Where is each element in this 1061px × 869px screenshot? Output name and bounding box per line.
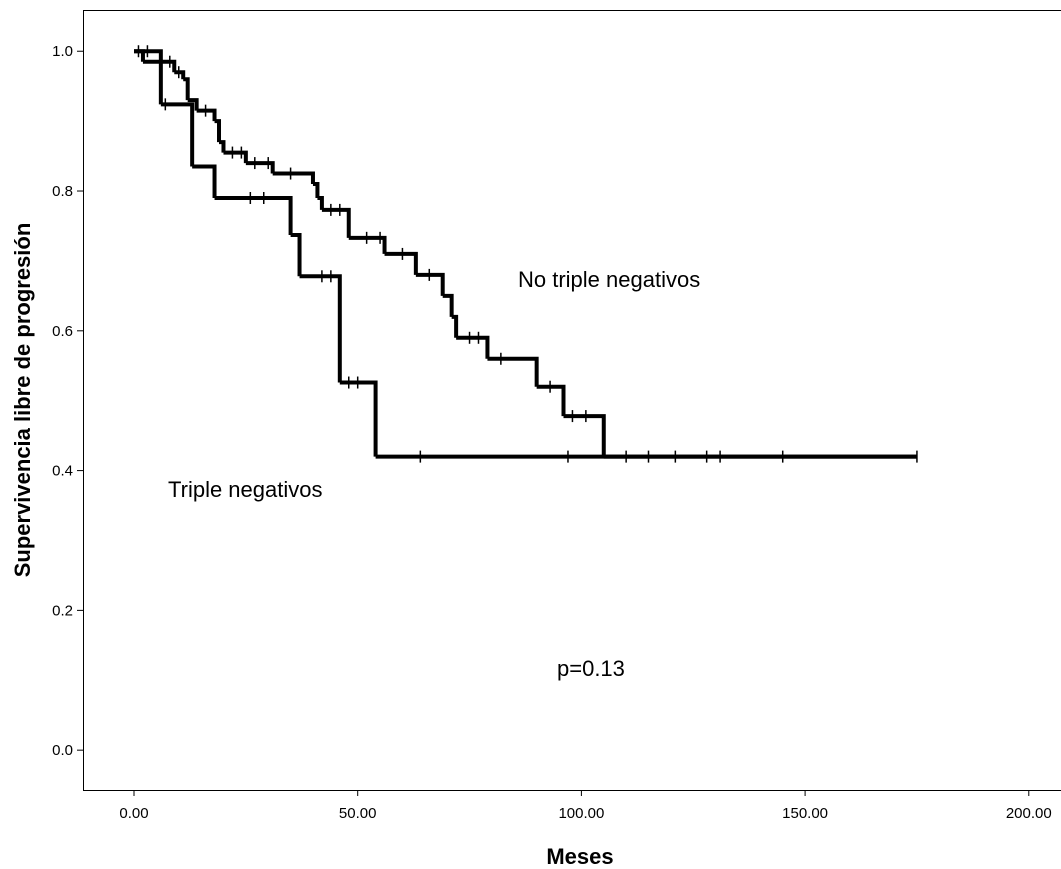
- plot-frame: [83, 10, 1061, 791]
- survival-step: [348, 235, 387, 254]
- survival-step: [317, 196, 324, 210]
- survival-step: [451, 314, 459, 338]
- survival-step: [272, 171, 315, 185]
- survival-step: [192, 164, 217, 199]
- x-axis-label: Meses: [546, 844, 613, 869]
- survival-step: [134, 49, 145, 62]
- y-tick-label: 1.0: [52, 43, 73, 60]
- y-tick-label: 0.6: [52, 323, 73, 340]
- survival-step: [196, 108, 217, 122]
- survival-step: [321, 207, 351, 238]
- survival-step: [456, 335, 490, 359]
- survival-step: [142, 59, 163, 105]
- survival-step: [160, 59, 177, 73]
- series-label: No triple negativos: [518, 267, 700, 292]
- survival-step: [290, 233, 302, 277]
- y-tick-label: 0.0: [52, 742, 73, 759]
- survival-step: [384, 251, 418, 275]
- x-tick-label: 0.00: [119, 805, 148, 822]
- x-tick-label: 200.00: [1006, 805, 1052, 822]
- survival-step: [536, 384, 566, 417]
- survival-step: [563, 414, 606, 457]
- survival-step: [160, 102, 195, 167]
- survival-step: [312, 182, 320, 199]
- series-label: Triple negativos: [168, 477, 322, 502]
- annotation: p=0.13: [557, 656, 625, 681]
- y-tick-label: 0.8: [52, 183, 73, 200]
- y-tick-label: 0.2: [52, 602, 73, 619]
- survival-step: [223, 150, 248, 164]
- survival-step: [174, 70, 186, 80]
- y-tick-label: 0.4: [52, 463, 73, 480]
- x-tick-label: 150.00: [782, 805, 828, 822]
- survival-step: [442, 293, 454, 317]
- survival-step: [214, 119, 222, 143]
- x-tick-label: 100.00: [558, 805, 604, 822]
- survival-step: [219, 140, 226, 153]
- survival-step: [299, 274, 342, 383]
- survival-step: [415, 272, 445, 296]
- survival-step: [187, 98, 199, 111]
- y-axis-label: Supervivencia libre de progresión: [10, 223, 35, 578]
- survival-step: [183, 77, 190, 101]
- survival-step: [487, 356, 539, 387]
- survival-step: [214, 196, 293, 236]
- x-tick-label: 50.00: [339, 805, 377, 822]
- survival-step: [339, 380, 378, 457]
